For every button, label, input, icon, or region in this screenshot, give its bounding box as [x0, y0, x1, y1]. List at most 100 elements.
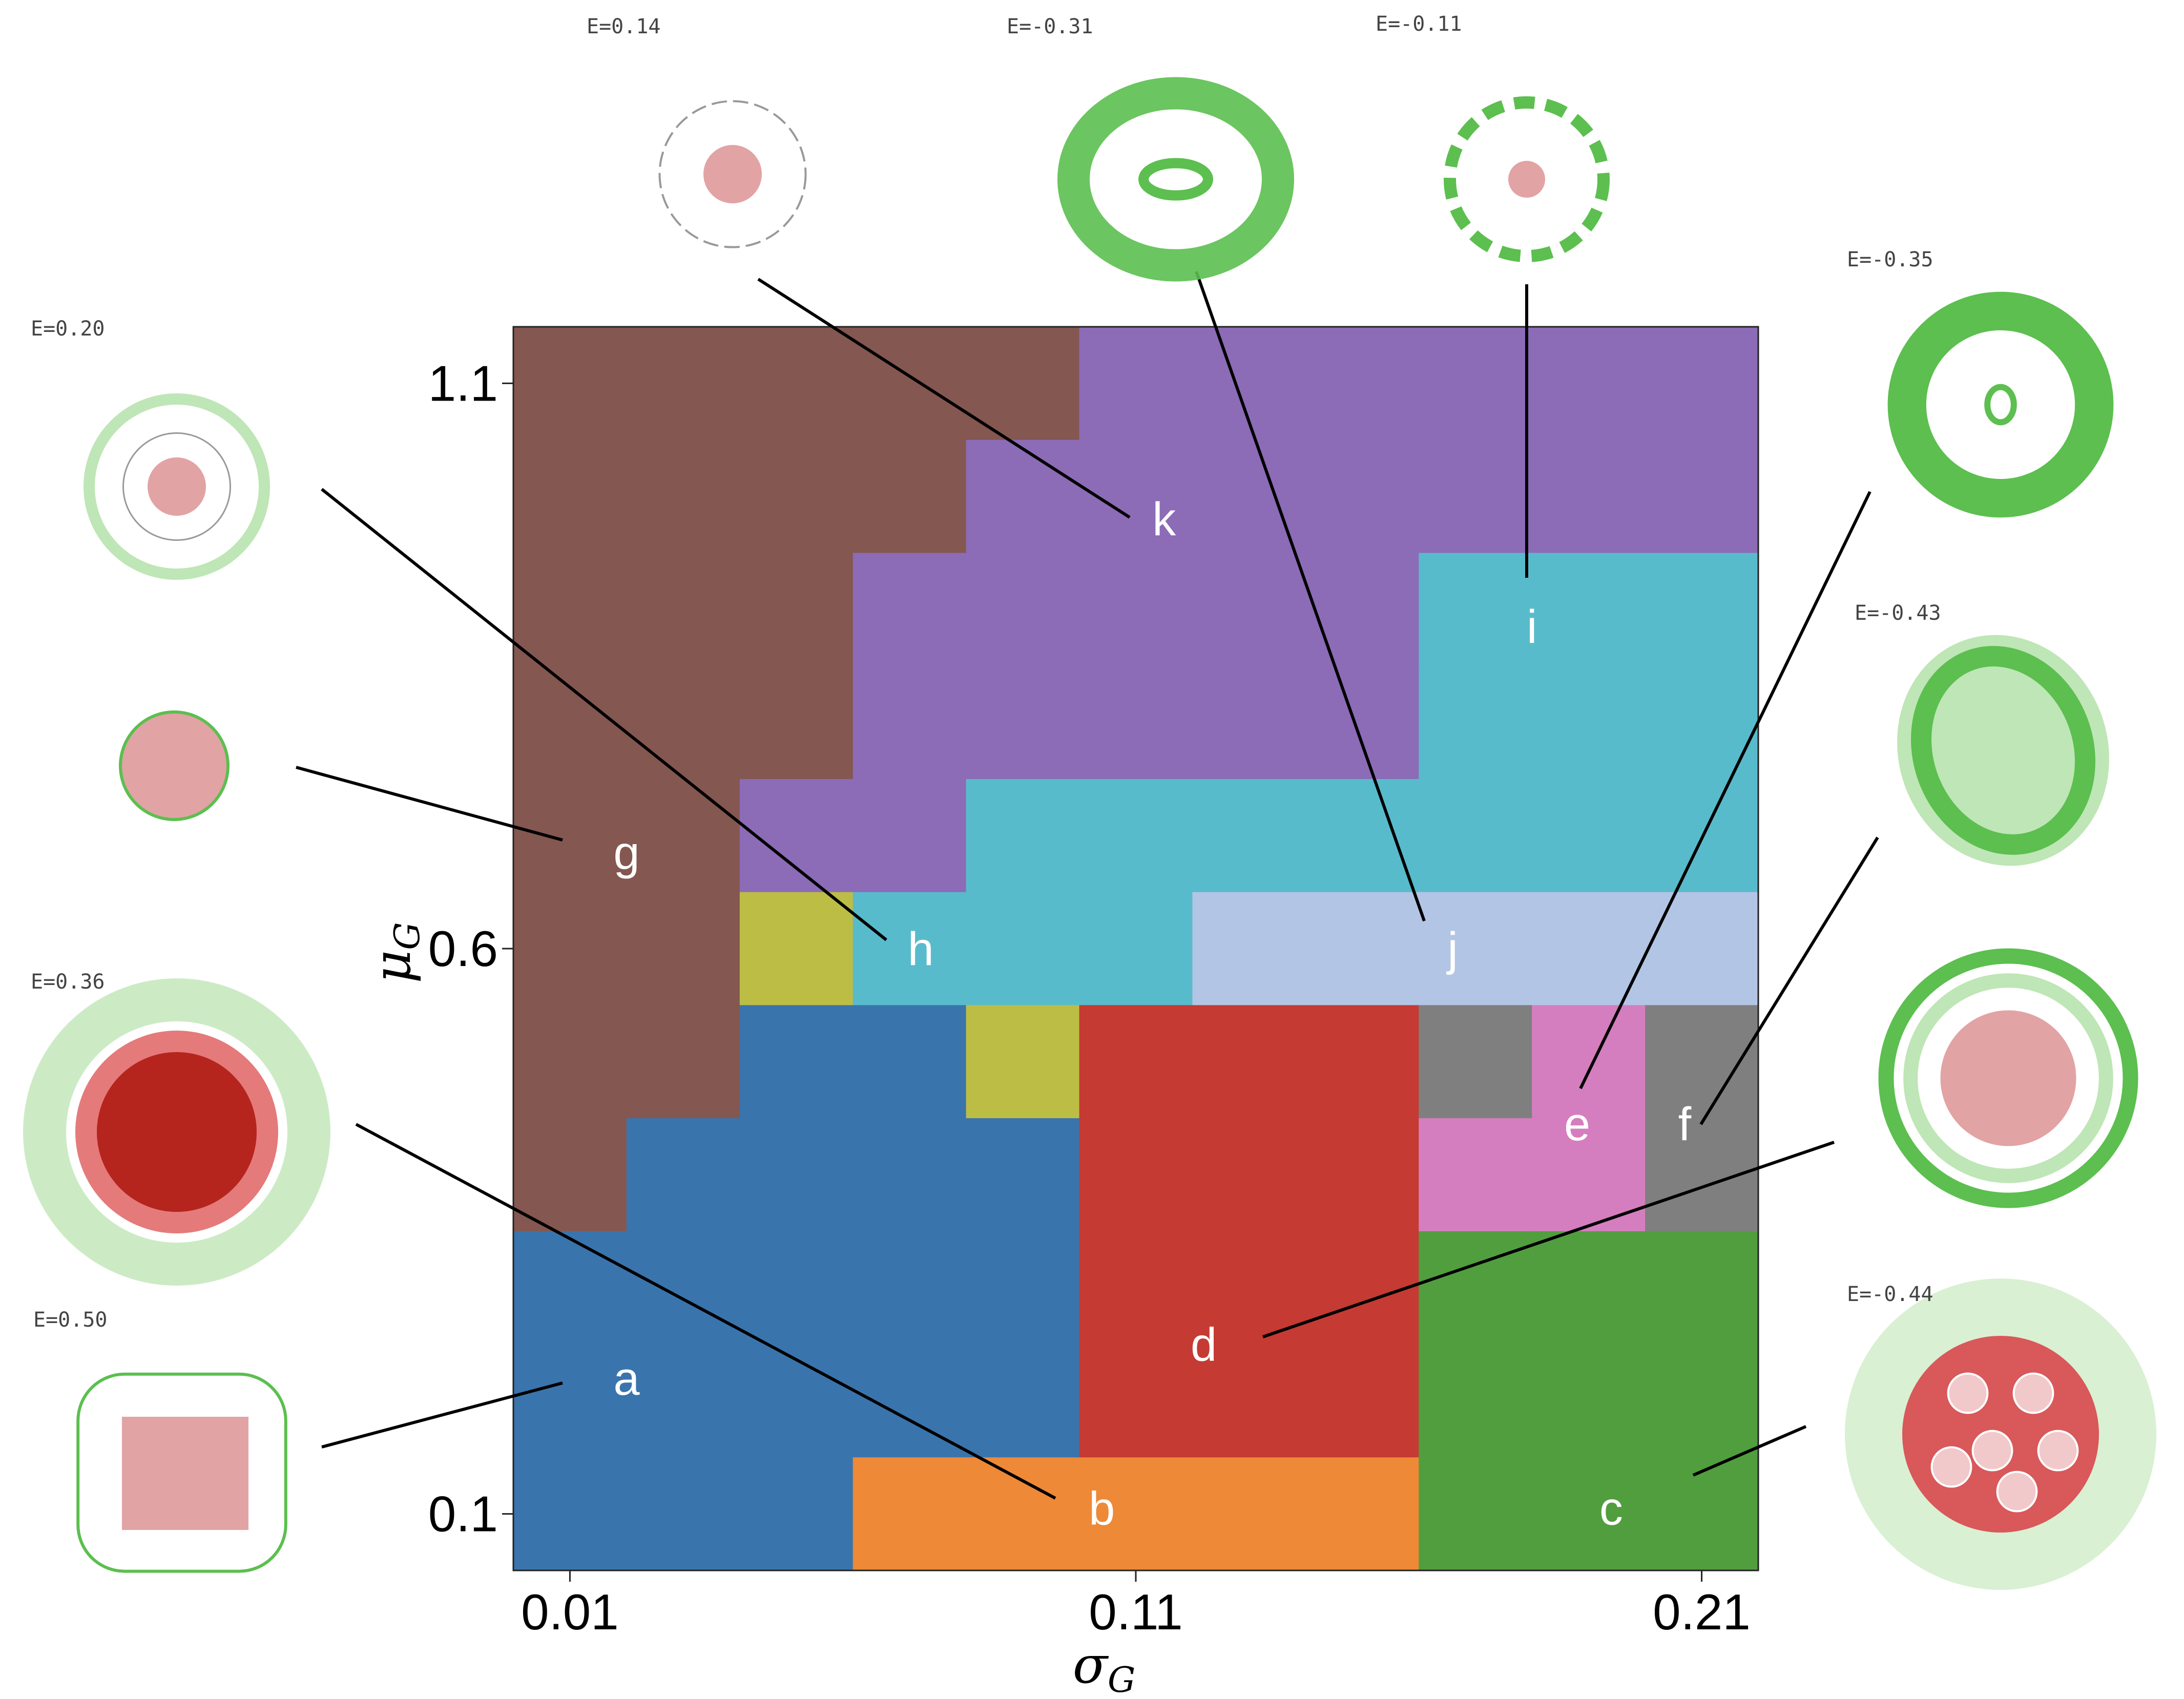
pattern-thumbnail-c: E=-0.44 [1845, 1278, 2156, 1590]
heatmap-cell [1079, 1231, 1193, 1345]
heatmap-cell [852, 1457, 967, 1571]
heatmap-cell [1305, 1457, 1419, 1571]
heatmap-cell [1305, 1118, 1419, 1232]
heatmap-cell [852, 779, 967, 893]
heatmap-cell [852, 666, 967, 780]
leader-line-k [757, 278, 1131, 519]
region-label-b: b [1089, 1483, 1115, 1535]
heatmap-cell [1532, 779, 1646, 893]
heatmap-cell [513, 779, 627, 893]
region-label-i: i [1527, 601, 1537, 653]
heatmap-cell [1419, 892, 1532, 1005]
heatmap-cell [852, 439, 967, 554]
heatmap-cell [966, 1344, 1080, 1458]
pattern-thumbnail-a: E=0.50 [33, 1308, 287, 1573]
y-tick-label: 0.6 [428, 920, 498, 977]
energy-label: E=-0.11 [1376, 12, 1462, 36]
heatmap-cell [1079, 666, 1193, 780]
svg-text:σG: σG [1073, 1635, 1136, 1699]
y-tick-label: 1.1 [428, 355, 498, 411]
heatmap-cell [1532, 1344, 1646, 1458]
axis-ticks: 0.01 0.11 0.21 0.1 0.6 1.1 [428, 355, 1751, 1640]
heatmap-cell [852, 1231, 967, 1345]
pattern-cell [2012, 1372, 2054, 1414]
pattern-ring-inner [1903, 973, 2113, 1183]
heatmap-cell [966, 1005, 1080, 1119]
heatmap-cell [1419, 553, 1532, 666]
energy-label: E=0.20 [31, 317, 105, 341]
heatmap-cell [1305, 1344, 1419, 1458]
heatmap-cell [1645, 1344, 1759, 1458]
heatmap-cell [1079, 779, 1193, 893]
heatmap-cell [1645, 892, 1759, 1005]
x-axis-label: σG [1073, 1635, 1136, 1699]
pattern-ring [1911, 646, 2095, 855]
pattern-core [122, 1417, 248, 1530]
heatmap-cell [739, 666, 854, 780]
heatmap-cell [1305, 779, 1419, 893]
pattern-core [1138, 158, 1213, 201]
energy-label: E=0.36 [31, 970, 105, 994]
heatmap-cell [1532, 1231, 1646, 1345]
heatmap-cell [1079, 1344, 1193, 1458]
heatmap-cell [1192, 1118, 1306, 1232]
heatmap-cell [513, 666, 627, 780]
heatmap-cell [739, 1005, 854, 1119]
pattern-thumbnail-g-top: E=0.20 [31, 317, 270, 580]
pattern-body [119, 710, 230, 821]
heatmap-cell [1419, 1005, 1532, 1119]
heatmap-cell [1192, 1231, 1306, 1345]
heatmap-cell [626, 553, 740, 666]
region-label-a: a [613, 1353, 640, 1405]
heatmap-cell [626, 327, 740, 441]
energy-label: E=0.50 [33, 1308, 108, 1332]
region-label-e: e [1564, 1098, 1590, 1150]
pattern-ring [84, 393, 270, 580]
leader-line-d [1262, 1141, 1835, 1338]
heatmap-cell [1079, 1457, 1193, 1571]
heatmap-cells [513, 327, 1759, 1571]
heatmap-cell [1645, 327, 1759, 441]
region-label-k: k [1152, 493, 1176, 546]
heatmap-cell [1645, 666, 1759, 780]
heatmap-cell [966, 1118, 1080, 1232]
heatmap-cell [1192, 779, 1306, 893]
pattern-core [703, 145, 762, 203]
heatmap-cell [1532, 666, 1646, 780]
leader-line-a [321, 1381, 563, 1449]
leader-lines [296, 271, 1879, 1500]
pattern-thumbnails: E=0.20 E=0.36 E=0.50 E=0.14 E=-0.31 E=-0.11 E=… [23, 12, 2156, 1590]
heatmap-cell [1419, 1118, 1532, 1232]
heatmap-cell [1532, 553, 1646, 666]
heatmap-cell [739, 1457, 854, 1571]
leader-line-g [296, 766, 563, 842]
heatmap-cell [739, 1344, 854, 1458]
heatmap-cell [1532, 327, 1646, 441]
heatmap-cell [739, 553, 854, 666]
heatmap-cell [739, 779, 854, 893]
heatmap-cell [739, 1231, 854, 1345]
heatmap-cell [1532, 439, 1646, 554]
heatmap-cell [739, 1118, 854, 1232]
pattern-cell [1930, 1446, 1972, 1488]
heatmap-cell [852, 327, 967, 441]
pattern-cell [1996, 1471, 2038, 1513]
heatmap-cell [626, 779, 740, 893]
leader-line-g-top [321, 488, 887, 941]
energy-label: E=-0.44 [1847, 1283, 1933, 1306]
pattern-core [97, 1052, 257, 1212]
energy-label: E=-0.35 [1847, 248, 1933, 271]
heatmap-cell [626, 1118, 740, 1232]
energy-label: E=-0.43 [1855, 601, 1941, 625]
heatmap-cell [513, 892, 627, 1005]
heatmap-cell [1532, 892, 1646, 1005]
heatmap-cell [626, 1231, 740, 1345]
energy-label: E=-0.31 [1007, 15, 1093, 38]
heatmap-cell [513, 1005, 627, 1119]
heatmap-cell [1645, 439, 1759, 554]
heatmap-cell [626, 1344, 740, 1458]
heatmap-cell [1079, 1118, 1193, 1232]
heatmap-cell [852, 892, 967, 1005]
region-label-f: f [1678, 1098, 1692, 1150]
